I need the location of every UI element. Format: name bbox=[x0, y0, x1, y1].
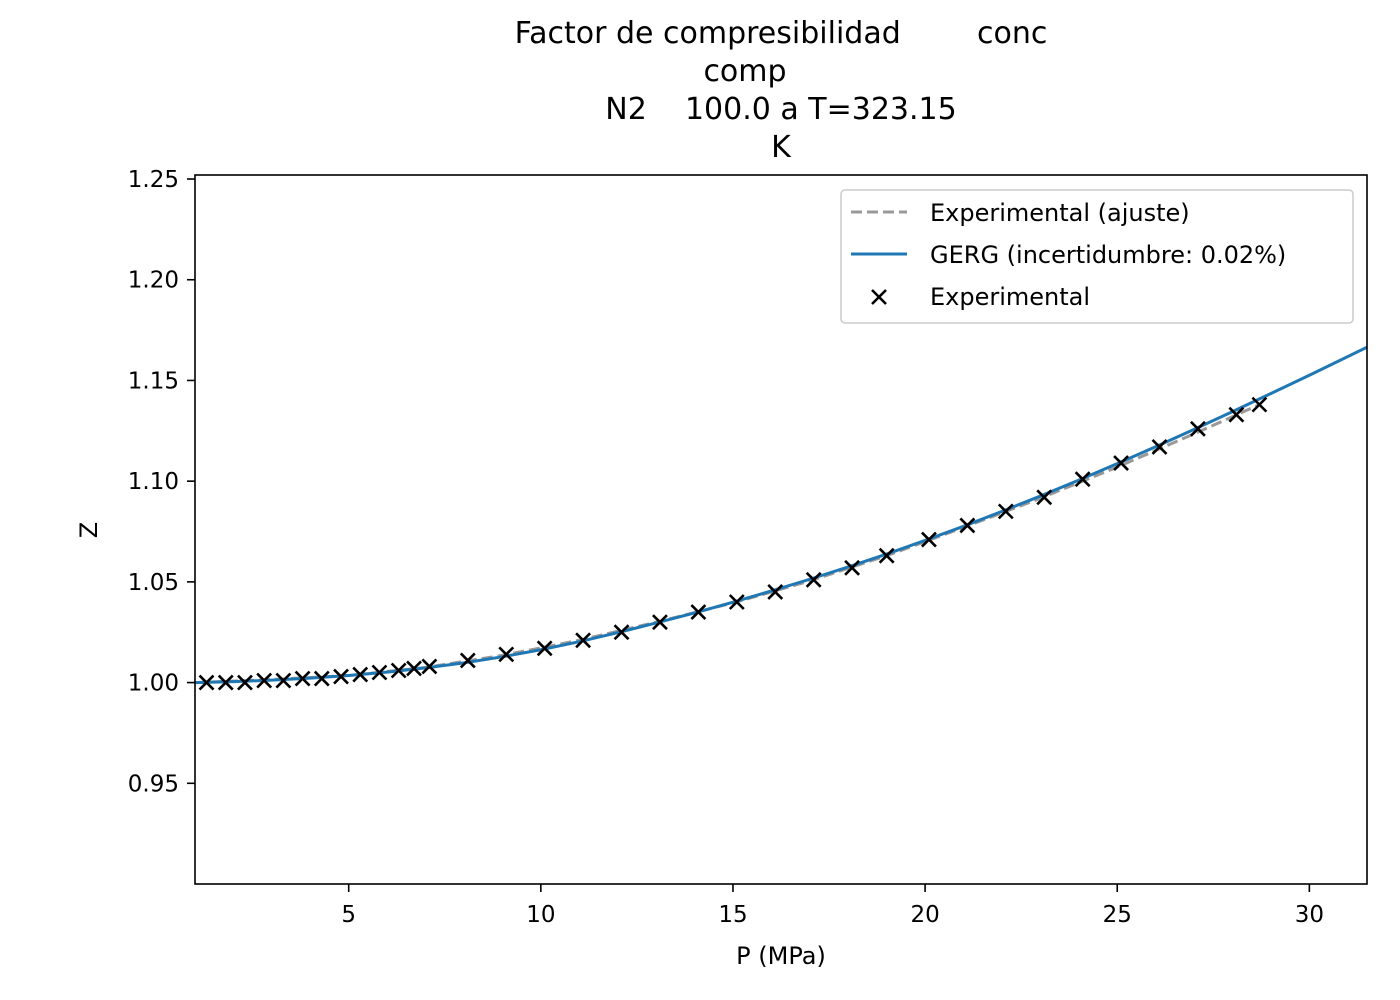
title-line-4: K bbox=[771, 130, 792, 165]
data-point-marker bbox=[421, 658, 438, 675]
data-point-marker bbox=[1228, 406, 1245, 423]
legend-symbols bbox=[851, 210, 907, 305]
x-tick-label: 25 bbox=[1103, 902, 1132, 928]
data-point-marker bbox=[536, 640, 553, 657]
data-point-marker bbox=[1074, 471, 1091, 488]
legend-box bbox=[840, 189, 1354, 324]
title-line-3: N2 100.0 a T=323.15 bbox=[605, 92, 956, 127]
data-point-marker bbox=[217, 674, 234, 691]
x-tick-label: 20 bbox=[910, 902, 939, 928]
y-axis: 0.95 1.00 1.05 1.10 1.15 1.20 1.25 bbox=[128, 167, 195, 797]
data-point-marker bbox=[921, 531, 937, 548]
data-point-marker bbox=[1113, 455, 1129, 471]
data-point-marker bbox=[333, 668, 349, 685]
legend-label-gerg: GERG (incertidumbre: 0.02%) bbox=[930, 241, 1286, 269]
x-axis-label: P (MPa) bbox=[736, 942, 826, 970]
y-tick-label: 1.10 bbox=[128, 469, 179, 495]
x-tick-label: 5 bbox=[341, 902, 356, 928]
y-tick-label: 1.15 bbox=[128, 368, 179, 394]
data-point-marker bbox=[390, 662, 407, 679]
data-point-marker bbox=[1251, 396, 1268, 413]
data-point-marker bbox=[371, 664, 388, 681]
legend-label-experimental: Experimental bbox=[930, 283, 1090, 311]
data-point-marker bbox=[959, 517, 976, 534]
x-tick-label: 10 bbox=[526, 902, 555, 928]
data-point-marker bbox=[690, 604, 707, 621]
title-line-2: comp bbox=[703, 54, 786, 89]
chart-title: Factor de compresibilidad conc comp N2 1… bbox=[515, 16, 1048, 165]
data-point-marker bbox=[1190, 420, 1206, 437]
plot-frame bbox=[194, 174, 1368, 885]
data-point-marker bbox=[198, 674, 215, 691]
data-point-marker bbox=[652, 614, 668, 631]
data-point-marker bbox=[613, 624, 630, 641]
data-point-marker bbox=[878, 547, 895, 564]
data-point-marker bbox=[459, 652, 476, 669]
data-point-marker bbox=[1036, 489, 1053, 506]
title-line-1: Factor de compresibilidad conc bbox=[515, 16, 1048, 51]
data-point-marker bbox=[313, 670, 330, 687]
x-tick-label: 15 bbox=[718, 902, 747, 928]
data-point-marker bbox=[575, 632, 592, 649]
data-point-marker bbox=[844, 559, 861, 576]
legend-symbol-experimental bbox=[871, 289, 887, 305]
data-point-marker bbox=[256, 672, 273, 689]
data-point-marker bbox=[352, 666, 369, 683]
marker-layer bbox=[198, 396, 1268, 691]
data-point-marker bbox=[498, 646, 515, 663]
data-point-marker bbox=[237, 674, 253, 691]
y-tick-label: 1.00 bbox=[128, 671, 179, 697]
data-point-marker bbox=[275, 672, 292, 689]
x-axis: 5 10 15 20 25 30 bbox=[341, 884, 1324, 928]
x-tick-label: 30 bbox=[1295, 902, 1324, 928]
data-point-marker bbox=[1151, 438, 1168, 455]
series-layer bbox=[195, 345, 1367, 685]
legend: Experimental (ajuste) GERG (incertidumbr… bbox=[840, 189, 1354, 324]
data-point-marker bbox=[406, 660, 422, 677]
y-tick-label: 1.05 bbox=[128, 570, 179, 596]
y-tick-label: 1.25 bbox=[128, 167, 179, 193]
data-point-marker bbox=[997, 503, 1014, 520]
y-axis-label: Z bbox=[75, 522, 103, 538]
y-tick-label: 1.20 bbox=[128, 268, 179, 294]
legend-label-experimental-fit: Experimental (ajuste) bbox=[930, 199, 1190, 227]
y-tick-label: 0.95 bbox=[128, 771, 179, 797]
data-point-marker bbox=[294, 670, 311, 687]
data-point-marker bbox=[805, 571, 822, 588]
series-line-gerg bbox=[195, 345, 1367, 685]
data-point-marker bbox=[767, 584, 784, 600]
data-point-marker bbox=[728, 594, 745, 610]
